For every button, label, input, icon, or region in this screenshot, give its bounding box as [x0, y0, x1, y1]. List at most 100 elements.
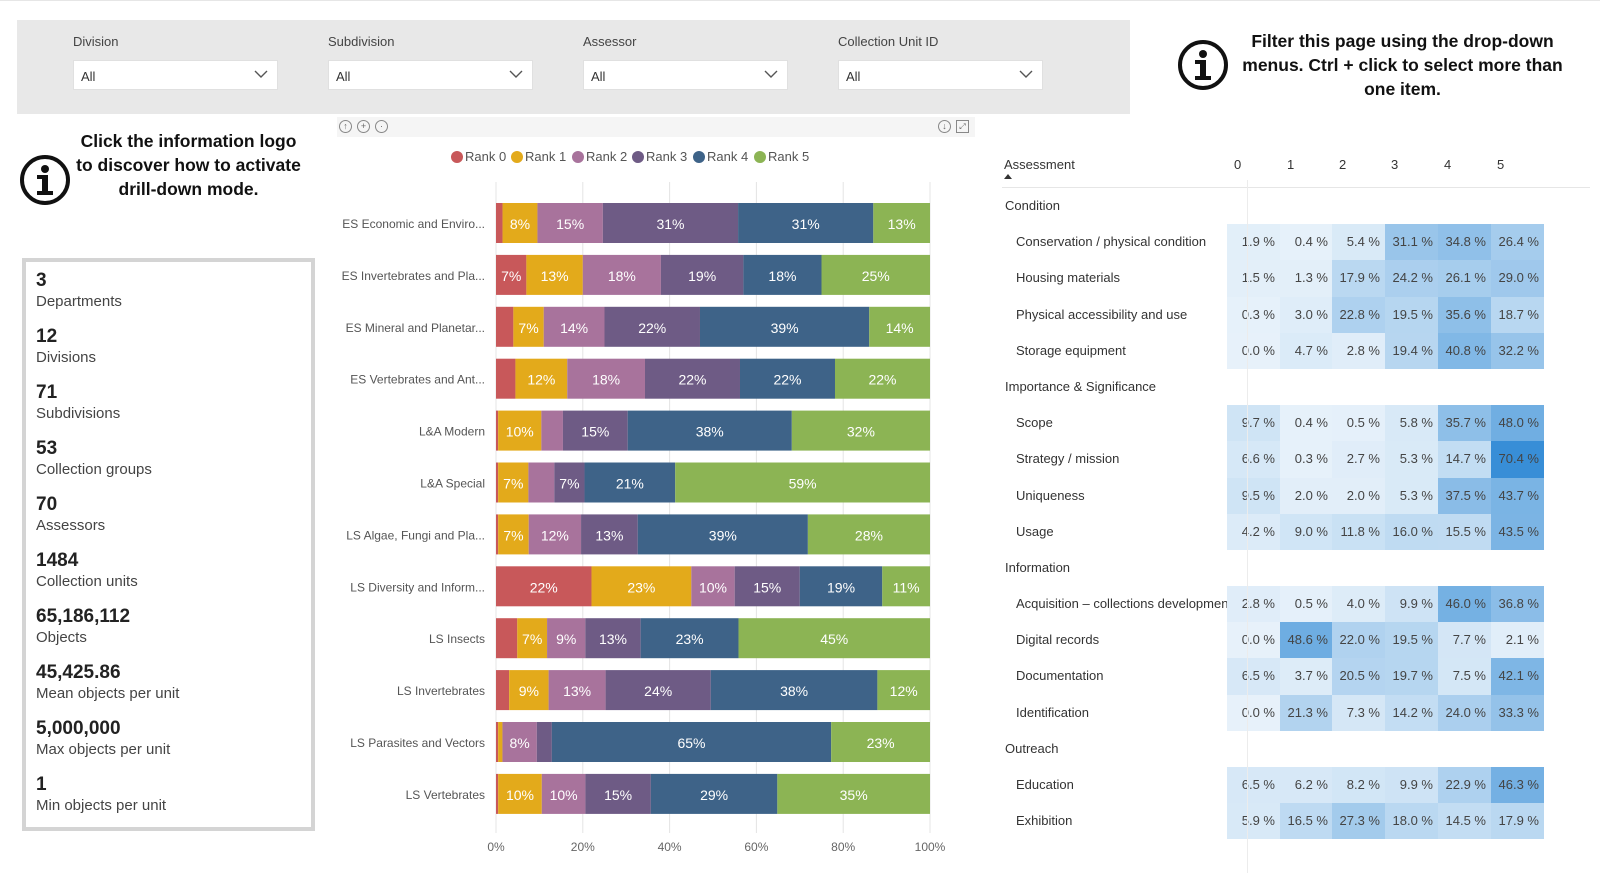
- matrix-row[interactable]: Education 6.5 % 6.2 % 8.2 % 9.9 % 22.9 % 46.3 …: [1002, 767, 1590, 804]
- matrix-cell: 19.7 %: [1385, 658, 1438, 695]
- category-label: ES Economic and Enviro...: [342, 217, 485, 231]
- matrix-column-divider: [1247, 180, 1248, 873]
- matrix-row[interactable]: Physical accessibility and use 0.3 % 3.0 %…: [1002, 296, 1590, 333]
- matrix-cell: 1.5 %: [1227, 260, 1280, 297]
- matrix-row-label: Usage: [1016, 523, 1054, 539]
- matrix-group-row[interactable]: Importance & Significance: [1002, 369, 1590, 405]
- matrix-cell: 20.5 %: [1332, 658, 1385, 695]
- bar-segment: [562, 410, 628, 451]
- matrix-row[interactable]: Identification 0.0 % 21.3 % 7.3 % 14.2 % 24.0…: [1002, 694, 1590, 731]
- matrix-row[interactable]: Uniqueness 9.5 % 2.0 % 2.0 % 5.3 % 37.5 % 43.7…: [1002, 477, 1590, 514]
- matrix-group-row[interactable]: Information: [1002, 550, 1590, 586]
- matrix-cell: 29.0 %: [1491, 260, 1544, 297]
- stat-item: 1 Min objects per unit: [36, 774, 311, 830]
- bar-segment: [547, 618, 586, 659]
- matrix-cell: 17.9 %: [1332, 260, 1385, 297]
- data-label: 14%: [560, 320, 588, 336]
- drill-down-info-icon[interactable]: [20, 155, 70, 205]
- matrix-row[interactable]: Exhibition 5.9 % 16.5 % 27.3 % 18.0 % 14.5 % 1…: [1002, 803, 1590, 840]
- stat-value: 12: [36, 326, 58, 347]
- matrix-column-header[interactable]: 5: [1497, 157, 1505, 172]
- matrix-cell: 14.5 %: [1438, 803, 1491, 840]
- matrix-group-row[interactable]: Outreach: [1002, 731, 1590, 767]
- matrix-row[interactable]: Digital records 0.0 % 48.6 % 22.0 % 19.5 % 7.…: [1002, 622, 1590, 659]
- info-icon[interactable]: [1178, 40, 1228, 90]
- matrix-cell: 9.7 %: [1227, 405, 1280, 442]
- matrix-row[interactable]: Documentation 6.5 % 3.7 % 20.5 % 19.7 % 7.5 %…: [1002, 658, 1590, 695]
- matrix-cell: 0.4 %: [1280, 405, 1333, 442]
- matrix-cell: 1.3 %: [1280, 260, 1333, 297]
- drill-mode-icon[interactable]: ·: [375, 120, 388, 133]
- drill-down-icon[interactable]: ↓: [938, 120, 951, 133]
- matrix-row[interactable]: Housing materials 1.5 % 1.3 % 17.9 % 24.2 % 2…: [1002, 260, 1590, 297]
- bar-segment: [791, 410, 930, 451]
- data-label: 24%: [644, 683, 672, 699]
- matrix-group-label: Outreach: [1005, 740, 1059, 756]
- bar-segment: [738, 618, 930, 659]
- matrix-column-header[interactable]: 3: [1391, 157, 1399, 172]
- bar-segment: [799, 566, 883, 607]
- legend-label: Rank 0: [465, 149, 506, 164]
- stat-label: Assessors: [36, 517, 106, 534]
- data-label: 21%: [616, 476, 644, 492]
- subdivision-dropdown[interactable]: All: [328, 60, 533, 90]
- stat-label: Objects: [36, 629, 87, 646]
- matrix-row-label: Identification: [1016, 704, 1089, 720]
- matrix-cell: 35.6 %: [1438, 296, 1491, 333]
- bar-segment: [502, 722, 537, 762]
- matrix-cell: 7.5 %: [1438, 658, 1491, 695]
- bar-segment: [691, 566, 735, 607]
- matrix-cell: 31.1 %: [1385, 224, 1438, 261]
- data-label: 15%: [753, 579, 781, 595]
- bar-segment: [543, 306, 605, 347]
- data-label: 9%: [556, 631, 576, 647]
- category-label: LS Insects: [429, 632, 485, 646]
- data-label: 8%: [510, 735, 530, 751]
- legend-marker: [451, 151, 463, 163]
- matrix-column-header[interactable]: 0: [1234, 157, 1242, 172]
- drill-up-icon[interactable]: ↑: [339, 120, 352, 133]
- matrix-column-header[interactable]: 2: [1339, 157, 1347, 172]
- bar-segment: [513, 306, 544, 347]
- matrix-cell: 5.3 %: [1385, 441, 1438, 478]
- matrix-cell: 11.8 %: [1332, 513, 1385, 550]
- matrix-cell: 24.0 %: [1438, 694, 1491, 731]
- bar-segment: [498, 722, 503, 762]
- matrix-row[interactable]: Scope 9.7 % 0.4 % 0.5 % 5.8 % 35.7 % 48.0 %: [1002, 405, 1590, 442]
- matrix-group-row[interactable]: Condition: [1002, 188, 1590, 224]
- data-label: 65%: [677, 735, 705, 751]
- matrix-column-header[interactable]: 4: [1444, 157, 1452, 172]
- assessor-dropdown[interactable]: All: [583, 60, 788, 90]
- matrix-cell: 15.5 %: [1438, 513, 1491, 550]
- matrix-row[interactable]: Usage 4.2 % 9.0 % 11.8 % 16.0 % 15.5 % 43.5 %: [1002, 513, 1590, 550]
- matrix-cell: 46.3 %: [1491, 767, 1544, 804]
- focus-mode-icon[interactable]: ⤢: [956, 120, 969, 133]
- category-label: LS Invertebrates: [397, 684, 485, 698]
- division-dropdown[interactable]: All: [73, 60, 278, 90]
- subdivision-filter-label: Subdivision: [328, 34, 395, 49]
- matrix-row[interactable]: Strategy / mission 6.6 % 0.3 % 2.7 % 5.3 % 14…: [1002, 441, 1590, 478]
- collection-unit-filter-label: Collection Unit ID: [838, 34, 939, 49]
- matrix-row-label: Scope: [1016, 415, 1053, 431]
- matrix-cell: 9.9 %: [1385, 767, 1438, 804]
- matrix-cell: 48.0 %: [1491, 405, 1544, 442]
- matrix-cell: 3.7 %: [1280, 658, 1333, 695]
- matrix-row[interactable]: Acquisition – collections development 2.8…: [1002, 586, 1590, 623]
- matrix-cell: 19.5 %: [1385, 622, 1438, 659]
- matrix-row[interactable]: Storage equipment 0.0 % 4.7 % 2.8 % 19.4 % 40…: [1002, 332, 1590, 369]
- legend-label: Rank 3: [646, 149, 687, 164]
- top-divider: [0, 0, 1600, 1]
- matrix-row[interactable]: Conservation / physical condition 1.9 % 0.…: [1002, 224, 1590, 261]
- matrix-column-header[interactable]: 1: [1287, 157, 1295, 172]
- expand-all-icon[interactable]: +: [357, 120, 370, 133]
- filter-bar: Division All Subdivision All Assessor Al…: [17, 20, 1130, 114]
- bar-segment: [585, 773, 651, 814]
- bar-segment: [496, 306, 514, 347]
- collection-unit-dropdown[interactable]: All: [838, 60, 1043, 90]
- data-label: 12%: [890, 683, 918, 699]
- matrix-header-assessment[interactable]: Assessment: [1004, 157, 1075, 172]
- bar-segment: [699, 306, 870, 347]
- legend-marker: [511, 151, 523, 163]
- data-label: 14%: [886, 320, 914, 336]
- data-label: 23%: [867, 735, 895, 751]
